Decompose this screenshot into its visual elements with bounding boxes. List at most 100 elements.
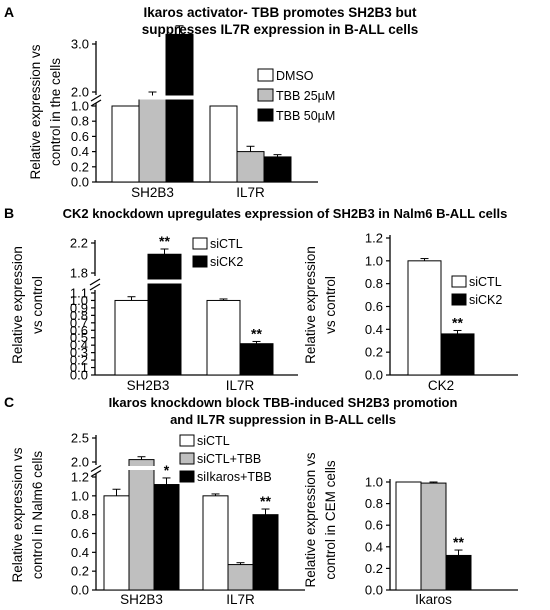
y-tick-label: 0.5 bbox=[70, 330, 88, 345]
x-category-label: Ikaros bbox=[415, 592, 452, 607]
y-tick-label: 0.6 bbox=[365, 299, 383, 314]
significance-label: ** bbox=[453, 534, 464, 550]
y-tick-label: 2.5 bbox=[71, 431, 89, 446]
bar bbox=[236, 151, 265, 183]
y-tick-label: 1.0 bbox=[70, 293, 88, 308]
axis-break-mark bbox=[90, 94, 102, 107]
y-tick-label: 0.4 bbox=[365, 322, 383, 337]
axis-break-mark bbox=[89, 278, 101, 291]
y-tick-label: 1.0 bbox=[71, 99, 89, 114]
y-tick-label: 0.4 bbox=[70, 338, 88, 353]
y-tick-label: 1.0 bbox=[365, 475, 383, 490]
y-tick-label: 0.4 bbox=[71, 545, 89, 560]
y-axis-label: vs control bbox=[30, 276, 45, 334]
bar-chart: 0.0 0.2 0.4 0.6 0.8 1.0 Relative expression vs… bbox=[303, 452, 518, 607]
legend: siCTL siCK2 bbox=[192, 237, 243, 269]
y-axis-label: Relative expression bbox=[10, 246, 25, 364]
legend-label: siIkaros+TBB bbox=[197, 470, 272, 484]
x-category-label: IL7R bbox=[226, 592, 255, 607]
y-tick-label: 0.0 bbox=[71, 175, 89, 190]
x-category-label: CK2 bbox=[428, 378, 454, 393]
bar bbox=[153, 484, 180, 591]
legend-label: siCK2 bbox=[469, 293, 502, 307]
y-tick-label: 0.0 bbox=[365, 368, 383, 383]
legend-label: siCK2 bbox=[210, 255, 243, 269]
y-tick-label: 0.4 bbox=[365, 539, 383, 554]
panel-title: Ikaros activator- TBB promotes SH2B3 but bbox=[143, 5, 417, 20]
y-tick-label: 0.8 bbox=[70, 308, 88, 323]
bar bbox=[445, 554, 472, 591]
y-tick-label: 2.0 bbox=[71, 455, 89, 470]
bar bbox=[128, 459, 155, 591]
significance-label: ** bbox=[452, 314, 463, 330]
y-tick-label: 2.2 bbox=[70, 236, 88, 251]
bar bbox=[103, 495, 130, 591]
axis-break-mark bbox=[90, 464, 102, 478]
significance-label: ** bbox=[159, 233, 170, 249]
y-tick-label: 0.0 bbox=[70, 368, 88, 383]
y-tick-label: 0.7 bbox=[70, 315, 88, 330]
y-tick-label: 2.0 bbox=[71, 85, 89, 100]
bar bbox=[165, 33, 194, 183]
y-axis-label: control in the cells bbox=[48, 58, 63, 166]
x-category-label: SH2B3 bbox=[131, 185, 174, 200]
y-tick-label: 1.0 bbox=[365, 253, 383, 268]
significance-label: ** bbox=[260, 493, 271, 509]
bar bbox=[420, 482, 447, 591]
legend-swatch bbox=[257, 108, 274, 122]
y-axis-label: control in CEM cells bbox=[323, 460, 338, 580]
y-tick-label: 0.6 bbox=[70, 323, 88, 338]
legend-label: siCTL+TBB bbox=[197, 452, 261, 466]
significance-label: ** bbox=[251, 325, 262, 341]
legend-label: TBB 25µM bbox=[276, 89, 335, 103]
x-category-label: IL7R bbox=[236, 185, 265, 200]
y-tick-label: 3.0 bbox=[71, 37, 89, 52]
legend-label: siCTL bbox=[197, 434, 230, 448]
y-tick-label: 0.9 bbox=[70, 300, 88, 315]
y-tick-label: 1.1 bbox=[70, 286, 88, 301]
y-tick-label: 0.6 bbox=[365, 518, 383, 533]
bar bbox=[209, 105, 238, 183]
panel-letter: A bbox=[4, 4, 14, 20]
bar bbox=[206, 299, 241, 376]
y-axis-label: Relative expression bbox=[303, 246, 318, 364]
bar-chart: 0.00.20.40.60.81.02.0 3.0 Relative express… bbox=[28, 25, 335, 200]
y-tick-label: 0.0 bbox=[365, 583, 383, 598]
y-tick-label: 0.8 bbox=[71, 507, 89, 522]
legend-swatch bbox=[192, 255, 208, 268]
y-tick-label: 0.0 bbox=[71, 583, 89, 598]
y-tick-label: 0.8 bbox=[71, 114, 89, 129]
bar-chart: 0.0 0.2 0.4 0.6 0.8 1.0 1.2 Relative expression… bbox=[303, 231, 518, 393]
y-axis-label: control in Nalm6 cells bbox=[30, 451, 45, 580]
bar bbox=[202, 495, 229, 591]
legend-swatch bbox=[257, 88, 274, 102]
y-tick-label: 1.0 bbox=[71, 488, 89, 503]
legend: DMSO TBB 25µM TBB 50µM bbox=[257, 68, 335, 123]
bar bbox=[440, 333, 475, 376]
y-tick-label: 1.2 bbox=[365, 231, 383, 246]
significance-label: * bbox=[164, 462, 170, 478]
panel-title: Ikaros knockdown block TBB-induced SH2B3… bbox=[109, 395, 458, 410]
y-tick-label: 0.6 bbox=[71, 526, 89, 541]
y-tick-label: 0.4 bbox=[71, 144, 89, 159]
x-category-label: SH2B3 bbox=[127, 378, 170, 393]
y-tick-label: 0.3 bbox=[70, 345, 88, 360]
legend: siCTL siCTL+TBB siIkaros+TBB bbox=[179, 434, 272, 484]
x-category-label: IL7R bbox=[226, 378, 255, 393]
legend-swatch bbox=[257, 68, 274, 82]
y-tick-label: 0.1 bbox=[70, 360, 88, 375]
bar-break-gap bbox=[128, 466, 155, 470]
y-tick-label: 0.2 bbox=[71, 564, 89, 579]
bar-chart: 0.00.10.20.30.40.50.60.70.80.91.01.1 1.8 2… bbox=[10, 233, 298, 393]
panel-letter: B bbox=[4, 205, 14, 221]
bar bbox=[395, 481, 422, 591]
legend-swatch bbox=[451, 275, 467, 288]
panel-title: CK2 knockdown upregulates expression of … bbox=[63, 206, 508, 221]
panel-title: and IL7R suppression in B-ALL cells bbox=[170, 412, 396, 427]
y-tick-label: 0.8 bbox=[365, 496, 383, 511]
bar bbox=[239, 343, 274, 376]
y-axis-label: Relative expression vs bbox=[303, 452, 318, 587]
bar bbox=[252, 514, 279, 591]
legend-swatch bbox=[179, 470, 195, 483]
bar bbox=[147, 253, 182, 376]
